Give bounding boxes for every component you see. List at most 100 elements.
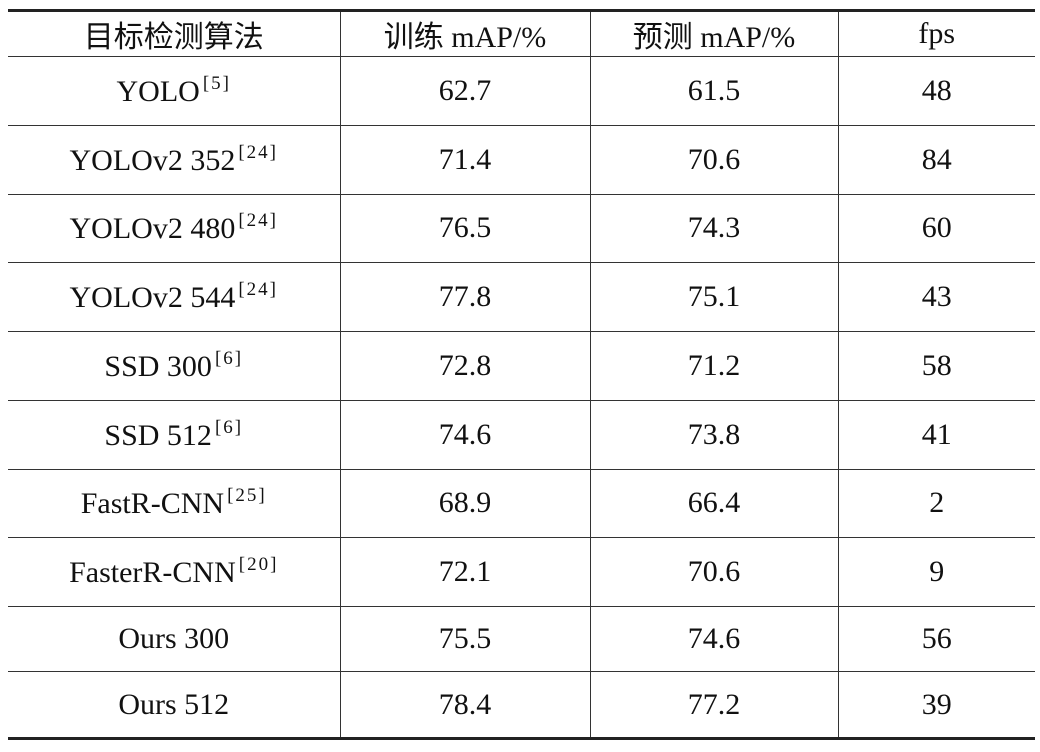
fps-value: 84 [921, 142, 952, 176]
method-cell: SSD 512 [6] [8, 399, 341, 470]
train-cell: 76.5 [339, 193, 591, 264]
test-value: 70.6 [687, 555, 741, 589]
fps-cell: 60 [837, 193, 1035, 264]
test-value: 61.5 [687, 73, 741, 107]
test-cell: 61.5 [589, 56, 839, 126]
citation: [24] [238, 210, 278, 232]
method-cell: FasterR-CNN [20] [8, 537, 341, 607]
train-cell: 68.9 [339, 468, 591, 539]
test-cell: 74.6 [589, 605, 839, 673]
fps-value: 9 [929, 555, 945, 589]
fps-cell: 84 [837, 124, 1035, 195]
test-value: 66.4 [687, 486, 741, 520]
fps-value: 2 [929, 486, 945, 520]
test-cell: 71.2 [589, 331, 839, 401]
train-value: 74.6 [438, 417, 492, 451]
header-cell: 预测 mAP/% [589, 10, 839, 57]
train-value: 68.9 [438, 486, 492, 520]
fps-cell: 58 [837, 331, 1035, 401]
method-cell: YOLOv2 544 [24] [8, 262, 341, 332]
method-name: YOLOv2 544 [69, 281, 236, 315]
train-cell: 74.6 [339, 399, 591, 470]
method-name: Ours 300 [118, 622, 230, 656]
table-body: YOLO [5] 62.7 61.5 48 YOLOv2 352 [24] 71.4 70.6 8… [8, 56, 1035, 739]
table-row: YOLOv2 480 [24] 76.5 74.3 60 [8, 193, 1035, 264]
method-name: FastR-CNN [80, 487, 225, 521]
test-value: 74.3 [687, 211, 741, 245]
fps-cell: 2 [837, 468, 1035, 539]
fps-value: 60 [921, 211, 952, 245]
train-cell: 77.8 [339, 262, 591, 332]
train-value: 62.7 [438, 73, 492, 107]
citation: [20] [238, 554, 279, 576]
fps-value: 56 [921, 622, 952, 656]
test-cell: 75.1 [589, 262, 839, 332]
fps-value: 41 [921, 417, 952, 451]
train-value: 71.4 [438, 142, 492, 176]
test-value: 71.2 [687, 348, 741, 382]
train-value: 78.4 [438, 687, 492, 721]
train-value: 76.5 [438, 211, 492, 245]
method-cell: YOLO [5] [8, 56, 341, 126]
header-row: 目标检测算法 训练 mAP/% 预测 mAP/% fps [8, 10, 1035, 57]
train-cell: 71.4 [339, 124, 591, 195]
fps-value: 48 [921, 73, 952, 107]
test-value: 74.6 [687, 622, 741, 656]
table-row: SSD 300 [6] 72.8 71.2 58 [8, 331, 1035, 401]
method-name: YOLOv2 352 [69, 143, 236, 177]
table-row: FastR-CNN [25] 68.9 66.4 2 [8, 468, 1035, 539]
table-row: YOLOv2 544 [24] 77.8 75.1 43 [8, 262, 1035, 332]
method-cell: SSD 300 [6] [8, 331, 341, 401]
train-value: 72.8 [438, 348, 492, 382]
citation: [25] [227, 485, 267, 507]
test-cell: 74.3 [589, 193, 839, 264]
test-cell: 77.2 [589, 671, 839, 739]
train-cell: 72.1 [339, 537, 591, 607]
method-cell: Ours 512 [8, 671, 341, 739]
train-cell: 75.5 [339, 605, 591, 673]
test-value: 70.6 [687, 142, 741, 176]
test-cell: 70.6 [589, 537, 839, 607]
test-value: 75.1 [687, 280, 741, 314]
table-row: YOLO [5] 62.7 61.5 48 [8, 56, 1035, 126]
fps-value: 58 [921, 348, 952, 382]
test-value: 77.2 [687, 687, 741, 721]
method-cell: Ours 300 [8, 605, 341, 673]
test-cell: 70.6 [589, 124, 839, 195]
header-cell: 目标检测算法 [8, 10, 341, 57]
fps-cell: 41 [837, 399, 1035, 470]
method-name: YOLO [116, 74, 200, 108]
method-cell: YOLOv2 480 [24] [8, 193, 341, 264]
fps-value: 43 [921, 280, 952, 314]
train-cell: 72.8 [339, 331, 591, 401]
fps-value: 39 [921, 687, 952, 721]
method-name: Ours 512 [118, 687, 230, 721]
fps-cell: 9 [837, 537, 1035, 607]
method-name: SSD 300 [104, 349, 212, 383]
citation: [24] [238, 141, 278, 163]
fps-cell: 48 [837, 56, 1035, 126]
results-table: 目标检测算法 训练 mAP/% 预测 mAP/% fps YOLO [5] 62.7 61.… [8, 9, 1035, 740]
citation: [6] [214, 416, 244, 438]
header-cell: fps [837, 10, 1035, 57]
method-cell: FastR-CNN [25] [8, 468, 341, 539]
train-value: 77.8 [438, 280, 492, 314]
citation: [6] [214, 347, 244, 369]
table-row: Ours 300 75.5 74.6 56 [8, 605, 1035, 673]
method-name: SSD 512 [104, 418, 212, 452]
test-cell: 73.8 [589, 399, 839, 470]
table-row: FasterR-CNN [20] 72.1 70.6 9 [8, 537, 1035, 607]
header-cell: 训练 mAP/% [339, 10, 591, 57]
table-row: SSD 512 [6] 74.6 73.8 41 [8, 399, 1035, 470]
method-cell: YOLOv2 352 [24] [8, 124, 341, 195]
method-name: FasterR-CNN [69, 556, 236, 590]
table-row: Ours 512 78.4 77.2 39 [8, 671, 1035, 739]
fps-cell: 56 [837, 605, 1035, 673]
train-value: 72.1 [438, 555, 492, 589]
method-name: YOLOv2 480 [69, 212, 236, 246]
fps-cell: 43 [837, 262, 1035, 332]
fps-cell: 39 [837, 671, 1035, 739]
table-row: YOLOv2 352 [24] 71.4 70.6 84 [8, 124, 1035, 195]
train-cell: 62.7 [339, 56, 591, 126]
